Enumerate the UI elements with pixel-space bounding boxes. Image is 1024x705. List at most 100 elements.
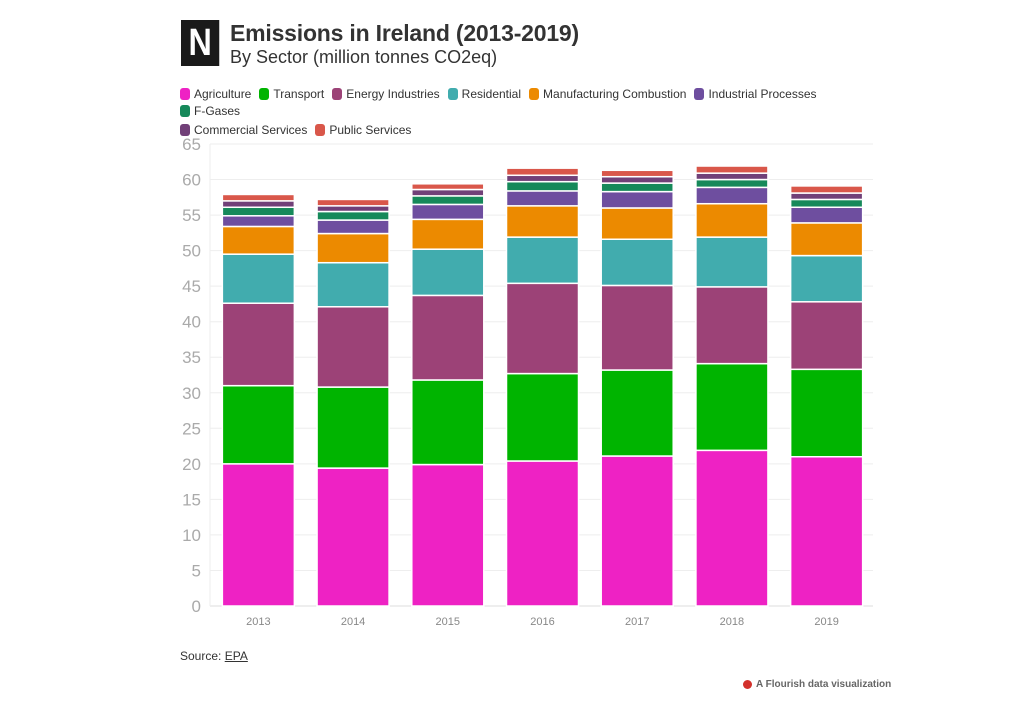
bar-manufacturing-combustion-2016[interactable] xyxy=(505,205,580,238)
flourish-credit[interactable]: A Flourish data visualization xyxy=(743,679,891,690)
legend-label: Industrial Processes xyxy=(708,86,817,101)
legend-item-public-services[interactable]: Public Services xyxy=(315,122,411,137)
title-block: Emissions in Ireland (2013-2019) By Sect… xyxy=(230,20,579,68)
bar-residential-2016[interactable] xyxy=(505,236,580,285)
bar-public-services-2017[interactable] xyxy=(600,169,674,178)
bar-f-gases-2017[interactable] xyxy=(600,182,674,193)
bar-public-services-2019[interactable] xyxy=(789,185,864,194)
bar-commercial-services-2016[interactable] xyxy=(505,174,580,183)
legend-label: Transport xyxy=(273,86,325,101)
bars xyxy=(221,165,864,607)
legend-label: Commercial Services xyxy=(194,122,308,137)
bar-manufacturing-combustion-2014[interactable] xyxy=(316,232,390,264)
bar-energy-industries-2013[interactable] xyxy=(221,302,296,387)
legend-swatch xyxy=(180,123,190,136)
x-tick-label: 2017 xyxy=(625,616,649,628)
bar-residential-2019[interactable] xyxy=(789,254,864,303)
bar-agriculture-2018[interactable] xyxy=(695,449,769,607)
bar-manufacturing-combustion-2019[interactable] xyxy=(789,222,864,257)
bar-f-gases-2013[interactable] xyxy=(221,206,296,217)
bar-energy-industries-2016[interactable] xyxy=(505,282,580,375)
y-tick-label: 25 xyxy=(182,419,201,438)
x-tick-label: 2018 xyxy=(720,616,744,628)
bar-industrial-processes-2018[interactable] xyxy=(695,186,769,205)
legend-item-residential[interactable]: Residential xyxy=(447,86,522,101)
chart-legend: Agriculture Transport Energy Industries Res… xyxy=(180,86,880,137)
bar-transport-2013[interactable] xyxy=(221,384,296,465)
bar-commercial-services-2018[interactable] xyxy=(695,172,769,181)
bar-public-services-2014[interactable] xyxy=(316,198,390,207)
bar-transport-2016[interactable] xyxy=(505,372,580,462)
publisher-logo: N xyxy=(181,20,220,66)
bar-energy-industries-2014[interactable] xyxy=(316,306,390,388)
bar-residential-2015[interactable] xyxy=(411,248,485,297)
bar-f-gases-2014[interactable] xyxy=(316,210,390,221)
chart-header: N Emissions in Ireland (2013-2019) By Se… xyxy=(181,20,579,68)
chart-title: Emissions in Ireland (2013-2019) xyxy=(230,20,579,46)
x-axis-ticks: 2013 2014 2015 2016 2017 2018 2019 xyxy=(246,616,839,628)
source-prefix: Source: xyxy=(180,649,225,663)
bar-residential-2017[interactable] xyxy=(600,238,674,287)
legend-label: Residential xyxy=(461,86,522,101)
bar-manufacturing-combustion-2018[interactable] xyxy=(695,202,769,238)
bar-f-gases-2018[interactable] xyxy=(695,178,769,189)
bar-agriculture-2015[interactable] xyxy=(411,463,485,607)
bar-public-services-2015[interactable] xyxy=(411,183,485,191)
legend-label: Agriculture xyxy=(194,86,252,101)
legend-item-transport[interactable]: Transport xyxy=(259,86,324,101)
bar-transport-2019[interactable] xyxy=(789,368,864,458)
bar-industrial-processes-2014[interactable] xyxy=(316,219,390,235)
bar-commercial-services-2019[interactable] xyxy=(789,192,864,201)
bar-industrial-processes-2015[interactable] xyxy=(411,203,485,221)
bar-public-services-2018[interactable] xyxy=(695,165,769,174)
bar-agriculture-2019[interactable] xyxy=(789,455,864,607)
bar-manufacturing-combustion-2013[interactable] xyxy=(221,225,296,255)
bar-industrial-processes-2013[interactable] xyxy=(221,215,296,228)
bar-transport-2018[interactable] xyxy=(695,362,769,452)
bar-transport-2017[interactable] xyxy=(600,369,674,457)
bar-commercial-services-2014[interactable] xyxy=(316,205,390,213)
bar-energy-industries-2017[interactable] xyxy=(600,284,674,371)
legend-item-commercial-services[interactable]: Commercial Services xyxy=(180,122,307,137)
bar-agriculture-2013[interactable] xyxy=(221,463,296,607)
bar-commercial-services-2013[interactable] xyxy=(221,200,296,209)
bar-energy-industries-2018[interactable] xyxy=(695,286,769,365)
y-tick-label: 10 xyxy=(182,526,201,545)
y-tick-label: 45 xyxy=(182,277,201,296)
bar-commercial-services-2017[interactable] xyxy=(600,175,674,184)
bar-transport-2015[interactable] xyxy=(411,379,485,466)
bar-residential-2013[interactable] xyxy=(221,253,296,304)
chart-subtitle: By Sector (million tonnes CO2eq) xyxy=(230,47,498,67)
bar-agriculture-2014[interactable] xyxy=(316,467,390,607)
bar-agriculture-2016[interactable] xyxy=(505,460,580,607)
legend-item-f-gases[interactable]: F-Gases xyxy=(180,103,240,118)
legend-item-energy-industries[interactable]: Energy Industries xyxy=(332,86,440,101)
bar-public-services-2013[interactable] xyxy=(221,193,296,202)
bar-commercial-services-2015[interactable] xyxy=(411,188,485,197)
legend-item-industrial-processes[interactable]: Industrial Processes xyxy=(694,86,817,101)
x-tick-label: 2019 xyxy=(814,616,838,628)
bar-public-services-2016[interactable] xyxy=(505,167,580,177)
y-tick-label: 55 xyxy=(182,206,201,225)
bar-industrial-processes-2019[interactable] xyxy=(789,206,864,224)
bar-f-gases-2019[interactable] xyxy=(789,198,864,209)
bar-energy-industries-2015[interactable] xyxy=(411,294,485,381)
y-tick-label: 40 xyxy=(182,313,201,332)
bar-transport-2014[interactable] xyxy=(316,386,390,469)
bar-energy-industries-2019[interactable] xyxy=(789,301,864,371)
bar-residential-2014[interactable] xyxy=(316,261,390,308)
source-link-epa[interactable]: EPA xyxy=(224,649,248,663)
x-tick-label: 2015 xyxy=(436,616,460,628)
bar-agriculture-2017[interactable] xyxy=(600,455,674,607)
bar-stack-2015 xyxy=(411,183,485,607)
bar-residential-2018[interactable] xyxy=(695,236,769,288)
legend-item-manufacturing-combustion[interactable]: Manufacturing Combustion xyxy=(529,86,686,101)
bar-f-gases-2015[interactable] xyxy=(411,195,485,206)
bar-manufacturing-combustion-2015[interactable] xyxy=(411,218,485,250)
legend-item-agriculture[interactable]: Agriculture xyxy=(180,86,251,101)
y-tick-label: 15 xyxy=(182,490,201,509)
bar-industrial-processes-2016[interactable] xyxy=(505,190,580,207)
bar-industrial-processes-2017[interactable] xyxy=(600,190,674,209)
bar-manufacturing-combustion-2017[interactable] xyxy=(600,207,674,240)
bar-f-gases-2016[interactable] xyxy=(505,180,580,192)
